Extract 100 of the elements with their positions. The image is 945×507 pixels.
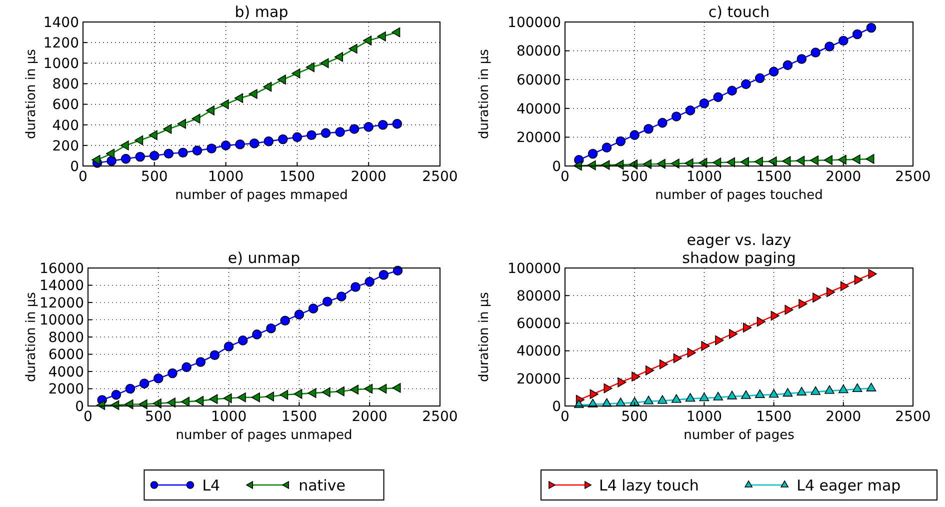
point (392, 27, 400, 38)
point (277, 74, 286, 84)
point (618, 377, 626, 388)
point (334, 52, 344, 62)
x-tick-label: 2000 (350, 169, 386, 185)
point (684, 158, 694, 168)
y-tick-label: 100000 (508, 260, 561, 277)
point (335, 127, 345, 137)
point (754, 156, 763, 167)
x-tick-label: 1000 (686, 409, 722, 425)
point (166, 398, 176, 408)
y-tick-label: 2000 (48, 382, 84, 398)
point (798, 299, 808, 309)
point (768, 389, 779, 398)
y-tick-label: 0 (552, 158, 561, 175)
point (740, 157, 749, 167)
point (741, 390, 751, 399)
legend-label: L4 eager map (796, 476, 901, 494)
point (687, 348, 696, 358)
point (604, 383, 612, 394)
point (866, 22, 876, 33)
point (726, 157, 736, 168)
point (248, 89, 258, 99)
point (210, 350, 220, 360)
point (727, 390, 737, 400)
point (152, 398, 162, 408)
point (278, 134, 288, 144)
point (712, 158, 722, 168)
point (364, 276, 374, 287)
y-tick-label: 10000 (39, 312, 84, 329)
point (154, 374, 164, 384)
point (852, 29, 862, 40)
point (715, 335, 724, 346)
point (656, 158, 666, 169)
point (336, 386, 344, 396)
point (671, 394, 682, 403)
point (135, 152, 146, 162)
point (727, 86, 737, 96)
point (810, 48, 820, 58)
point (673, 353, 682, 364)
point (106, 156, 116, 166)
point (782, 60, 793, 70)
x-tick-label: 500 (621, 169, 648, 185)
point (264, 136, 274, 146)
point (713, 392, 723, 400)
x-tick-label: 1500 (281, 409, 318, 425)
point (196, 357, 206, 367)
point (685, 106, 696, 116)
y-tick-label: 800 (52, 76, 79, 93)
y-tick-label: 1000 (43, 56, 79, 72)
point (320, 58, 329, 68)
point (322, 296, 332, 307)
point (238, 336, 248, 346)
y-tick-label: 1400 (43, 14, 79, 31)
x-tick-label: 2000 (352, 409, 388, 425)
legend-label: L4 lazy touch (599, 476, 699, 494)
point (852, 154, 860, 164)
point (630, 130, 640, 140)
x-axis-title: number of pages touched (655, 188, 823, 203)
point (756, 316, 766, 327)
point (782, 388, 793, 397)
point (852, 383, 862, 392)
y-tick-label: 0 (552, 398, 561, 415)
point (685, 393, 696, 402)
point (701, 341, 710, 351)
x-tick-label: 1500 (279, 169, 316, 185)
point (308, 388, 316, 398)
point (824, 155, 832, 165)
y-tick-label: 0 (75, 398, 84, 415)
chart-title: b) map (234, 3, 288, 21)
legend-label: L4 (202, 476, 220, 494)
point (868, 269, 877, 279)
point (796, 54, 807, 64)
y-axis-title: duration in µs (24, 292, 39, 382)
point (125, 384, 136, 394)
x-tick-label: 2500 (422, 169, 458, 185)
point (292, 68, 300, 78)
y-tick-label: 4000 (48, 364, 84, 380)
point (120, 140, 129, 150)
point (812, 292, 822, 303)
point (658, 118, 668, 128)
point (378, 270, 389, 280)
point (630, 397, 640, 406)
y-tick-label: 40000 (516, 344, 561, 360)
y-tick-label: 100000 (508, 14, 561, 31)
point (209, 394, 218, 404)
point (754, 73, 765, 84)
point (237, 392, 246, 402)
point (826, 287, 836, 298)
point (164, 148, 174, 159)
point (349, 124, 360, 134)
x-tick-label: 1000 (686, 169, 722, 185)
x-tick-label: 500 (621, 409, 648, 425)
y-tick-label: 12000 (39, 295, 84, 312)
x-tick-label: 2500 (422, 409, 458, 425)
point (182, 362, 192, 372)
point (150, 150, 160, 161)
point (280, 390, 288, 400)
point (263, 82, 272, 92)
x-axis-title: number of pages unmaped (176, 428, 352, 443)
